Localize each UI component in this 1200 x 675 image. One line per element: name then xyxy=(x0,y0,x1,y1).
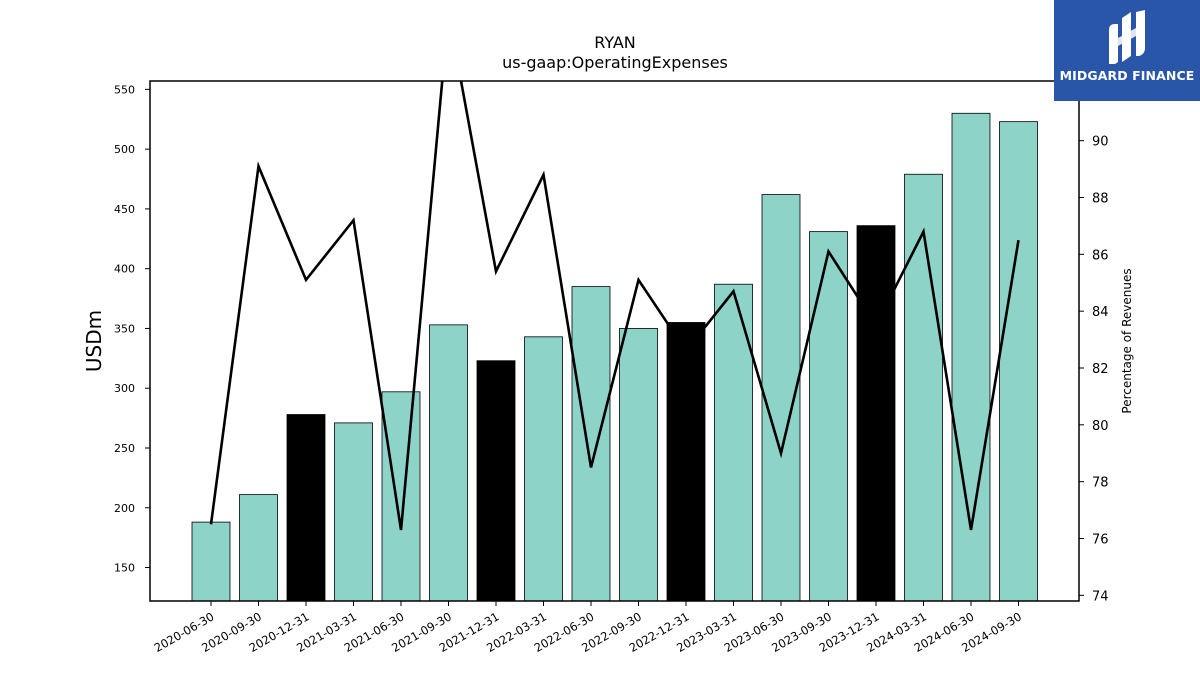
left-tick-label: 500 xyxy=(114,143,135,156)
bar-2020-09-30 xyxy=(239,494,278,602)
bar-2022-03-31 xyxy=(524,336,563,602)
bar-series xyxy=(191,112,1038,602)
brand-logo: MIDGARD FINANCE xyxy=(1054,0,1200,101)
left-tick-label: 200 xyxy=(114,502,135,515)
bar-2023-03-31 xyxy=(714,283,753,602)
right-tick-label: 80 xyxy=(1092,419,1109,434)
bar-2022-09-30 xyxy=(619,328,658,602)
midgard-logo-icon xyxy=(1109,10,1145,64)
bar-2024-09-30 xyxy=(999,121,1038,602)
y-axis-label: USDm xyxy=(82,310,106,372)
right-tick-label: 82 xyxy=(1092,362,1109,377)
left-axis: 150 200 250 300 350 400 450 500 550 xyxy=(114,83,150,575)
line-series xyxy=(209,81,1020,531)
bar-2023-12-31 xyxy=(856,225,896,602)
bar-2024-06-30 xyxy=(951,112,991,602)
bar-2020-12-31 xyxy=(286,414,326,602)
right-tick-label: 78 xyxy=(1092,476,1109,491)
bar-2021-03-31 xyxy=(334,422,373,602)
left-tick-label: 400 xyxy=(114,263,135,276)
y2-axis-label: Percentage of Revenues xyxy=(1120,268,1134,413)
right-tick-label: 88 xyxy=(1092,192,1109,207)
left-tick-label: 300 xyxy=(114,382,135,395)
left-tick-label: 150 xyxy=(114,562,135,575)
chart-title: RYAN xyxy=(594,33,636,52)
bar-2022-12-31 xyxy=(666,322,706,602)
right-tick-label: 86 xyxy=(1092,248,1109,263)
left-tick-label: 250 xyxy=(114,442,135,455)
bar-2022-06-30 xyxy=(571,286,611,602)
bar-2024-03-31 xyxy=(904,173,943,602)
right-tick-label: 90 xyxy=(1092,135,1109,150)
left-tick-label: 350 xyxy=(114,322,135,335)
x-axis: 2020-06-302020-09-302020-12-312021-03-31… xyxy=(152,601,1024,655)
bar-2021-09-30 xyxy=(429,324,468,602)
bar-2021-12-31 xyxy=(476,360,516,602)
right-tick-label: 84 xyxy=(1092,305,1109,320)
right-tick-label: 76 xyxy=(1092,532,1109,547)
bar-2023-09-30 xyxy=(809,231,848,602)
right-tick-label: 74 xyxy=(1092,589,1109,604)
bar-2020-06-30 xyxy=(191,521,231,602)
brand-name: MIDGARD FINANCE xyxy=(1059,68,1195,83)
left-tick-label: 450 xyxy=(114,203,135,216)
chart-subtitle: us-gaap:OperatingExpenses xyxy=(502,53,728,72)
plot-frame xyxy=(149,80,1080,602)
bar-2021-06-30 xyxy=(381,391,421,602)
percentage-of-revenues-line xyxy=(209,81,1020,531)
left-tick-label: 550 xyxy=(114,83,135,96)
right-axis: 74 76 78 80 82 84 86 88 90 xyxy=(1079,135,1109,604)
